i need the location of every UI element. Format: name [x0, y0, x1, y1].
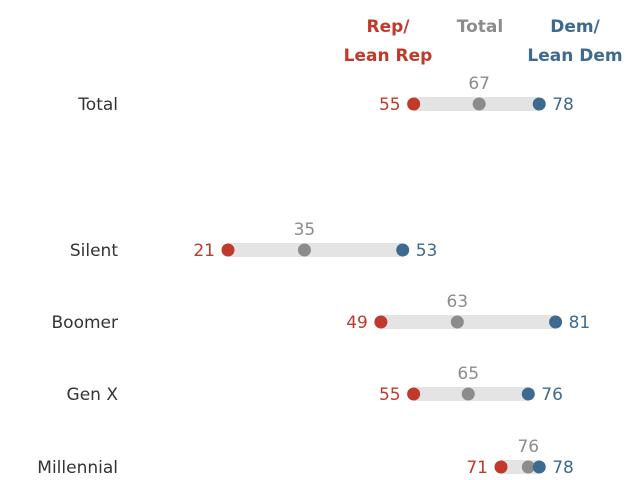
total-dot-gen-x — [461, 387, 475, 401]
row-silent: Silent 21 35 53 — [70, 220, 438, 261]
rep-dot-millennial — [494, 460, 508, 474]
rep-dot-total — [407, 97, 421, 111]
total-dot-total — [472, 97, 486, 111]
category-label-millennial: Millennial — [37, 458, 118, 478]
legend-rep-line2: Lean Rep — [344, 46, 433, 66]
category-label-boomer: Boomer — [52, 313, 118, 333]
rep-value-gen-x: 55 — [379, 385, 401, 405]
dem-value-gen-x: 76 — [541, 385, 563, 405]
legend-dem-line1: Dem/ — [550, 17, 600, 37]
chart-rows: Total 55 67 78 Silent 21 35 53 Boomer 49 63 81 Gen X… — [37, 74, 590, 478]
dem-dot-boomer — [549, 315, 563, 329]
total-value-gen-x: 65 — [457, 364, 479, 384]
total-dot-millennial — [521, 460, 535, 474]
dem-value-silent: 53 — [416, 241, 438, 261]
legend-total: Total — [457, 17, 503, 37]
row-total: Total 55 67 78 — [77, 74, 574, 115]
row-boomer: Boomer 49 63 81 — [52, 292, 591, 333]
rep-dot-gen-x — [407, 387, 421, 401]
rep-dot-silent — [221, 243, 235, 257]
total-dot-boomer — [450, 315, 464, 329]
total-value-boomer: 63 — [446, 292, 468, 312]
total-value-millennial: 76 — [517, 437, 539, 457]
dem-value-boomer: 81 — [569, 313, 591, 333]
legend-rep-line1: Rep/ — [367, 17, 411, 37]
legend-dem-line2: Lean Dem — [527, 46, 622, 66]
row-millennial: Millennial 71 76 78 — [37, 437, 574, 478]
dem-value-total: 78 — [552, 95, 574, 115]
rep-value-total: 55 — [379, 95, 401, 115]
category-label-total: Total — [77, 95, 118, 115]
legend: Rep/ Lean Rep Total Dem/ Lean Dem — [344, 17, 623, 66]
rep-value-boomer: 49 — [346, 313, 368, 333]
dem-dot-total — [532, 97, 546, 111]
dem-dot-silent — [396, 243, 410, 257]
rep-value-millennial: 71 — [466, 458, 488, 478]
dem-dot-millennial — [532, 460, 546, 474]
total-value-silent: 35 — [294, 220, 316, 240]
dem-value-millennial: 78 — [552, 458, 574, 478]
rep-value-silent: 21 — [193, 241, 215, 261]
category-label-silent: Silent — [70, 241, 118, 261]
dem-dot-gen-x — [521, 387, 535, 401]
total-value-total: 67 — [468, 74, 490, 94]
total-dot-silent — [297, 243, 311, 257]
category-label-gen-x: Gen X — [67, 385, 119, 405]
rep-dot-boomer — [374, 315, 388, 329]
row-gen-x: Gen X 55 65 76 — [67, 364, 563, 405]
